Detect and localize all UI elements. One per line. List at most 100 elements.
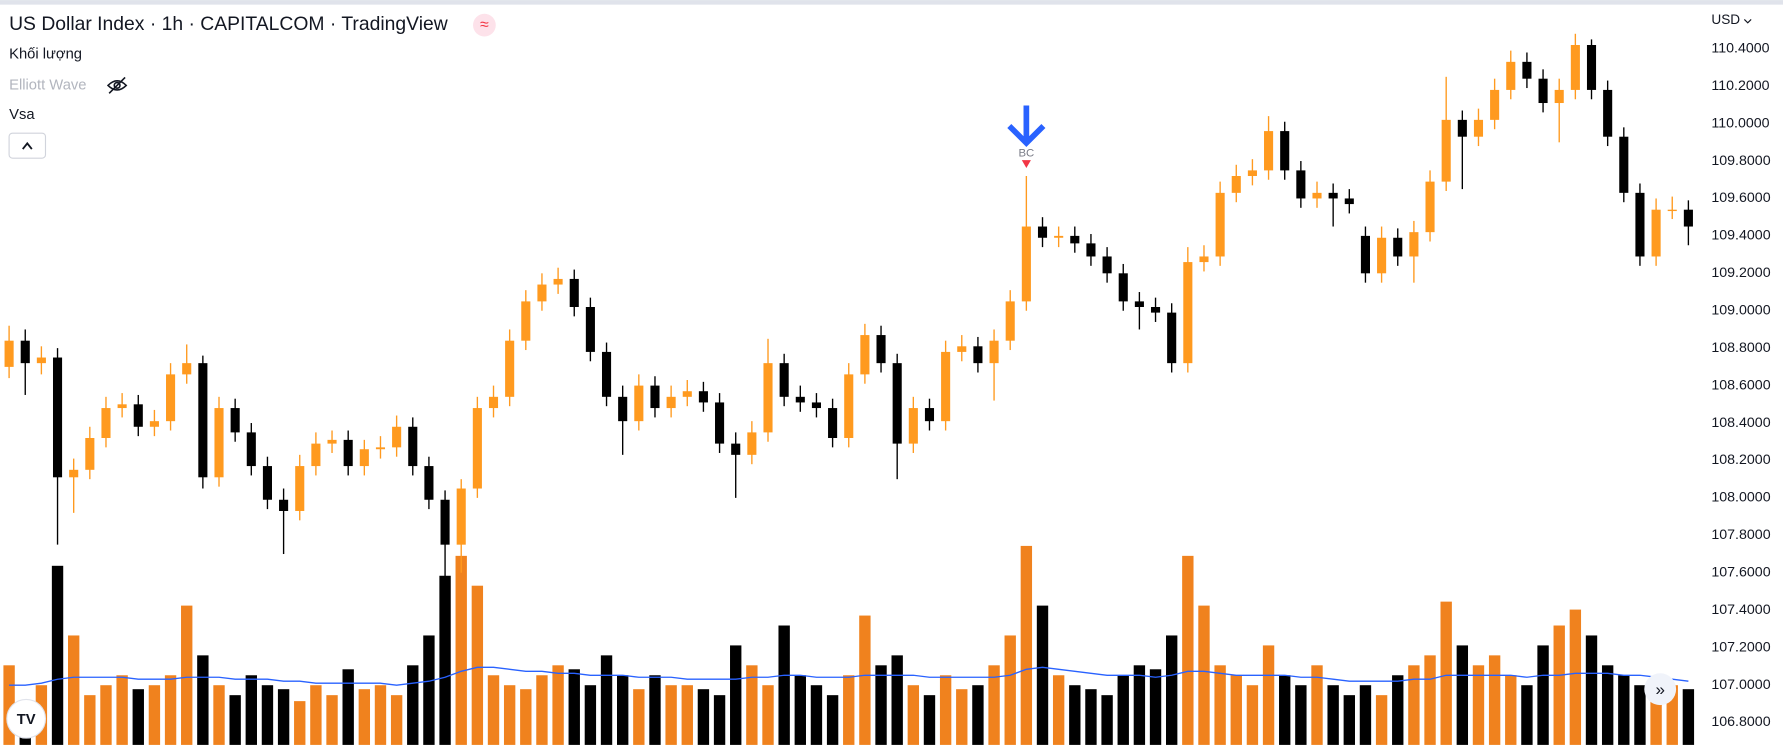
volume-bar [197,655,209,745]
volume-bar [245,675,257,745]
volume-bar [277,689,290,745]
volume-bar [374,685,387,745]
volume-bar [907,685,920,745]
candle-body [505,340,515,397]
y-tick-label: 108.0000 [1711,490,1770,506]
volume-bar [1069,685,1081,745]
candle-body [618,396,628,422]
indicator-label[interactable]: Elliott Wave [9,77,86,93]
candle-body [682,391,692,397]
volume-bar [568,669,580,745]
volume-bar [1472,665,1485,745]
volume-bar [487,675,500,745]
y-tick-label: 107.8000 [1711,527,1770,543]
candle-body [650,385,660,409]
volume-bar [503,685,516,745]
candle-body [117,404,127,409]
indicator-label[interactable]: Vsa [9,107,35,123]
volume-bar [1133,665,1146,745]
volume-bar [310,685,322,745]
candle-body [440,499,450,545]
candle-body [1586,45,1597,90]
candle-body [1554,89,1564,104]
volume-bar [1279,675,1291,745]
candle-body [69,469,79,478]
candle-body [1538,78,1548,104]
volume-bar [390,695,403,745]
volume-bar [939,675,952,745]
volume-bar [326,695,338,745]
volume-bar [600,655,613,745]
volume-bar [116,675,128,745]
volume-bar [536,675,548,745]
candle-body [166,374,176,422]
candle-body [844,374,854,438]
volume-bar [1182,555,1194,745]
volume-bar [730,645,742,745]
volume-bar [164,675,177,745]
candle-body [1344,198,1354,205]
volume-bar [826,695,839,745]
candle-body [149,421,159,427]
volume-bar [843,675,855,745]
volume-bar [1456,645,1469,745]
candle-body [392,426,402,448]
candle-body [1441,119,1451,182]
candle-body [1086,243,1096,257]
volume-bar [746,665,758,745]
candle-body [1183,262,1193,364]
volume-bar [1214,665,1226,745]
candle-body [1457,119,1467,137]
candle-body [1360,235,1370,274]
candle-body [1005,301,1015,341]
signal-marker [1021,160,1031,169]
candle-body [52,357,63,478]
currency-label[interactable]: USD [1711,12,1740,27]
volume-bar [875,665,887,745]
y-tick-label: 107.4000 [1711,602,1770,618]
volume-bar [67,635,80,745]
volume-bar [1488,655,1501,745]
volume-bar [1569,609,1582,745]
top-border [0,0,1783,5]
volume-bar [1166,635,1178,745]
volume-bar [988,665,1000,745]
indicator-label[interactable]: Khối lượng [9,47,82,63]
candle-body [1409,232,1419,257]
collapse-button[interactable] [8,132,47,159]
volume-bar [132,689,144,745]
volume-bar [1149,669,1162,745]
live-icon[interactable] [473,13,496,37]
logo[interactable] [6,698,47,739]
y-tick-label: 109.4000 [1711,228,1770,244]
y-tick-label: 109.8000 [1711,153,1770,169]
candle-body [1473,119,1484,137]
volume-bar [1295,685,1307,745]
volume-bar [358,689,371,745]
hide-icon[interactable] [106,76,128,94]
candle-body [262,466,272,500]
volume-bar [1634,685,1646,745]
candle-body [230,408,240,433]
candle-body [295,466,305,511]
candle-body [1490,89,1500,120]
volume-bar [1343,695,1355,745]
y-tick-label: 108.6000 [1711,377,1770,393]
volume-bar [1505,675,1517,745]
candle-body [698,391,708,403]
y-tick-label: 110.4000 [1711,41,1769,57]
volume-bar [1440,601,1452,745]
y-tick-label: 107.2000 [1711,639,1770,655]
volume-bar [1666,685,1678,745]
volume-bar [84,695,96,745]
volume-bar [859,615,871,745]
candle-body [1037,226,1048,238]
candle-body [747,432,757,455]
candle-body [1683,209,1693,227]
scroll-button[interactable] [1644,673,1677,706]
live-icon-glyph: ≈ [480,16,489,33]
candle-body [1150,307,1161,313]
candle-body [1312,192,1322,199]
candle-body [1570,45,1580,90]
